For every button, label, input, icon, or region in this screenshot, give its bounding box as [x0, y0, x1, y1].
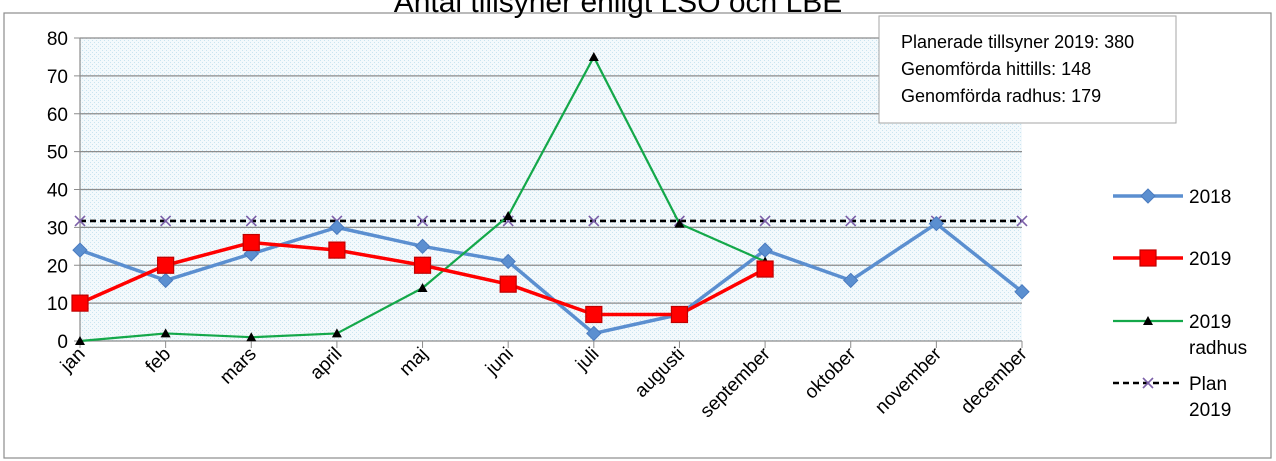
annotation-planned: Planerade tillsyner 2019: 380: [901, 32, 1134, 52]
legend-item-2019: 2019: [1113, 249, 1231, 270]
chart-title: Antal tillsyner enligt LSO och LBE: [394, 0, 843, 19]
data-point-2018: [928, 215, 945, 232]
data-point-2019: [499, 275, 517, 293]
data-point-2019: [157, 256, 175, 274]
legend-item-plan-2019: Plan 2019: [1113, 374, 1231, 421]
data-point-2019: [756, 260, 774, 278]
data-point-plan-2019: [845, 215, 857, 227]
y-tick-label: 40: [47, 181, 68, 202]
data-point-2018: [72, 242, 88, 258]
gridlines: [80, 37, 1022, 304]
legend-marker-plan-2019: [1142, 377, 1154, 389]
data-point-2019-radhus: [246, 332, 257, 342]
data-point-2019-radhus: [160, 328, 171, 338]
data-point-2018: [1014, 284, 1030, 300]
legend-label-2019: 2019: [1189, 249, 1231, 270]
legend-label-2019-radhus: 2019 radhus: [1189, 312, 1247, 359]
legend-item-2018: 2018: [1113, 187, 1231, 208]
data-point-2018: [157, 272, 174, 289]
legend-marker-2019: [1139, 249, 1157, 267]
y-tick-label: 50: [47, 143, 68, 164]
data-point-2019-radhus: [417, 282, 428, 292]
data-point-2019-radhus: [503, 211, 514, 221]
data-point-2019: [413, 256, 432, 274]
y-tick-label: 20: [47, 256, 68, 277]
legend-marker-2018: [1140, 188, 1156, 204]
y-tick-label: 10: [47, 294, 68, 315]
data-point-2019-radhus: [331, 328, 342, 338]
data-point-plan-2019: [74, 215, 86, 227]
data-point-2019: [585, 305, 603, 324]
legend-marker-2019-radhus: [1143, 316, 1153, 325]
annotation-box: Planerade tillsyner 2019: 380 Genomförda…: [878, 15, 1177, 124]
data-point-plan-2019: [1016, 215, 1028, 227]
annotation-completed: Genomförda hittills: 148: [901, 59, 1091, 79]
y-tick-label: 0: [57, 332, 68, 353]
data-point-2019-radhus: [588, 51, 599, 61]
annotation-completed-radhus: Genomförda radhus: 179: [901, 86, 1101, 106]
data-point-2018: [500, 253, 516, 270]
legend-item-2019-radhus: 2019 radhus: [1113, 312, 1247, 359]
data-point-2019: [242, 233, 260, 252]
series-line-2018: [79, 221, 1024, 336]
data-point-2018: [414, 238, 431, 255]
legend: 2018 2019 2019 radhus Plan 2019: [1113, 187, 1247, 421]
data-point-2019: [328, 241, 346, 259]
series-2019: [71, 233, 774, 324]
data-point-plan-2019: [160, 215, 172, 227]
data-point-2018: [586, 325, 602, 342]
y-tick-label: 70: [47, 67, 68, 88]
y-tick-label: 60: [47, 105, 68, 126]
legend-label-2018: 2018: [1189, 187, 1231, 208]
data-point-2019-radhus: [75, 336, 85, 345]
data-point-2018: [843, 272, 859, 289]
data-point-2018: [329, 219, 345, 236]
y-tick-label: 80: [47, 29, 68, 50]
data-point-plan-2019: [245, 215, 257, 227]
data-point-plan-2019: [759, 215, 771, 227]
legend-label-plan-2019: Plan 2019: [1189, 374, 1231, 421]
data-point-2019: [71, 294, 89, 312]
y-tick-label: 30: [47, 218, 68, 239]
data-point-2019: [670, 305, 689, 324]
data-point-2019-radhus: [674, 218, 685, 228]
series: [71, 51, 1030, 345]
data-point-plan-2019: [588, 215, 600, 227]
data-point-plan-2019: [416, 215, 429, 227]
